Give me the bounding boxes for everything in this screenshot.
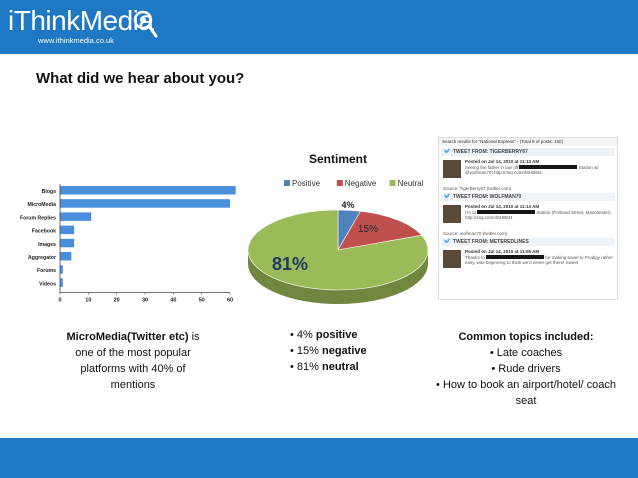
x-tick-label: 20 <box>114 298 120 304</box>
bar <box>60 199 230 208</box>
bar <box>60 278 63 287</box>
redaction-bar <box>486 255 545 260</box>
topics-title: Common topics included: <box>458 331 594 343</box>
sentiment-item: • 15% negative <box>290 345 367 357</box>
tweet-header: TWEET FROM: METEREDLINES <box>441 238 615 246</box>
pie-data-label: 4% <box>341 200 354 210</box>
redaction-bar <box>519 165 578 170</box>
caption-micromedia: MicroMedia(Twitter etc) is one of the mo… <box>58 329 208 393</box>
tweet-list: TWEET FROM: TIGERBERRY67 Posted on Jul 14… <box>439 148 617 273</box>
redaction-bar <box>477 210 536 215</box>
sentiment-item: • 4% positive <box>290 329 358 341</box>
tweet-text: Posted on Jul 14, 2010 at 11:13 AM I'm at… <box>465 204 612 220</box>
tweet-text: Posted on Jul 14, 2010 at 11:13 AM Seeing… <box>465 159 599 175</box>
tweet-body: Posted on Jul 14, 2010 at 11:13 AM Seeing… <box>441 158 615 183</box>
bar <box>60 212 92 221</box>
logo-url: www.ithinkmedia.co.uk <box>38 36 114 45</box>
topic-item: • Rude drivers <box>491 363 561 375</box>
pie-slice-side <box>248 250 428 304</box>
twitter-bird-icon <box>443 148 451 154</box>
x-tick-label: 60 <box>227 298 233 304</box>
sentiment-item: • 81% neutral <box>290 361 359 373</box>
sentiment-negative-label: negative <box>322 345 367 357</box>
caption-micromedia-bold: MicroMedia(Twitter etc) <box>66 331 189 343</box>
caption-sentiment-list: • 4% positive • 15% negative • 81% neutr… <box>270 327 410 375</box>
avatar <box>443 250 461 268</box>
bar <box>60 265 63 274</box>
tweet-search-header: Search results for "National Express" - … <box>439 138 617 146</box>
caption-micromedia-text: is one of the most popular platforms wit… <box>75 331 200 391</box>
bar-category-label: Blogs <box>42 189 57 195</box>
x-tick-label: 50 <box>199 298 205 304</box>
bar <box>60 252 72 261</box>
twitter-bird-icon <box>443 193 451 199</box>
x-tick-label: 40 <box>170 298 176 304</box>
legend-swatch <box>389 180 396 186</box>
tweet-header: TWEET FROM: WOLFMAN70 <box>441 193 615 201</box>
x-tick-label: 30 <box>142 298 148 304</box>
bar-category-label: Facebook <box>32 229 56 235</box>
bar-category-label: MicroMedia <box>27 202 56 208</box>
topic-item: • Late coaches <box>489 347 563 359</box>
bar <box>60 225 75 235</box>
bar <box>60 238 75 248</box>
logo-name: iThinkMedia <box>8 5 154 36</box>
tweet-source-link[interactable]: Source: wolfman70 (twitter.com) <box>443 231 508 236</box>
pie-slice <box>247 209 429 291</box>
bar-category-label: Forums <box>37 268 56 274</box>
twitter-bird-icon <box>443 238 451 244</box>
caption-topics: Common topics included: • Late coaches •… <box>430 329 622 409</box>
legend-label: Negative <box>345 179 377 188</box>
topic-item: • How to book an airport/hotel/ coach se… <box>436 379 616 407</box>
bar-category-label: Images <box>38 242 56 248</box>
tweet-results-panel: Search results for "National Express" - … <box>438 137 618 300</box>
legend-swatch <box>336 180 343 186</box>
magnifier-icon <box>133 10 158 38</box>
page-heading: What did we hear about you? <box>36 70 245 87</box>
logo[interactable]: iThinkMedia www.ithinkmedia.co.uk <box>8 5 158 45</box>
sentiment-title: Sentiment <box>308 152 367 166</box>
tweet-body: Posted on Jul 14, 2010 at 11:13 AM I'm at… <box>441 203 615 228</box>
pie-slice <box>337 210 423 251</box>
tweet-source-link[interactable]: Source: TigerBerry67 (twitter.com) <box>443 186 512 191</box>
pie-data-label: 15% <box>358 224 378 235</box>
pie-data-label: 81% <box>272 254 308 274</box>
tweet-header: TWEET FROM: TIGERBERRY67 <box>441 148 615 156</box>
source-bar-chart: Blogs MicroMedia Forum Replies Facebook Imag… <box>20 184 236 304</box>
avatar <box>443 160 461 178</box>
tweet-body: Posted on Jul 14, 2010 at 11:05 AM Thanks… <box>441 248 615 273</box>
sentiment-pie-chart: Positive Negative Neutral 4% 15% 81% <box>247 179 429 304</box>
x-tick-label: 0 <box>58 298 61 304</box>
legend-label: Positive <box>292 179 321 188</box>
avatar <box>443 205 461 223</box>
tweet-text: Posted on Jul 14, 2010 at 11:05 AM Thanks… <box>465 249 614 265</box>
sentiment-positive-label: positive <box>315 329 358 341</box>
legend-swatch <box>284 180 290 186</box>
bar-category-label: Aggregator <box>28 255 56 261</box>
legend-label: Neutral <box>398 179 424 188</box>
bar <box>60 186 236 195</box>
bar-category-label: Videos <box>39 281 56 287</box>
footer-bar <box>0 438 638 478</box>
x-tick-label: 10 <box>85 298 91 304</box>
sentiment-neutral-label: neutral <box>322 361 359 373</box>
bar-category-label: Forum Replies <box>20 215 56 221</box>
header-bar: iThinkMedia www.ithinkmedia.co.uk <box>0 0 638 54</box>
